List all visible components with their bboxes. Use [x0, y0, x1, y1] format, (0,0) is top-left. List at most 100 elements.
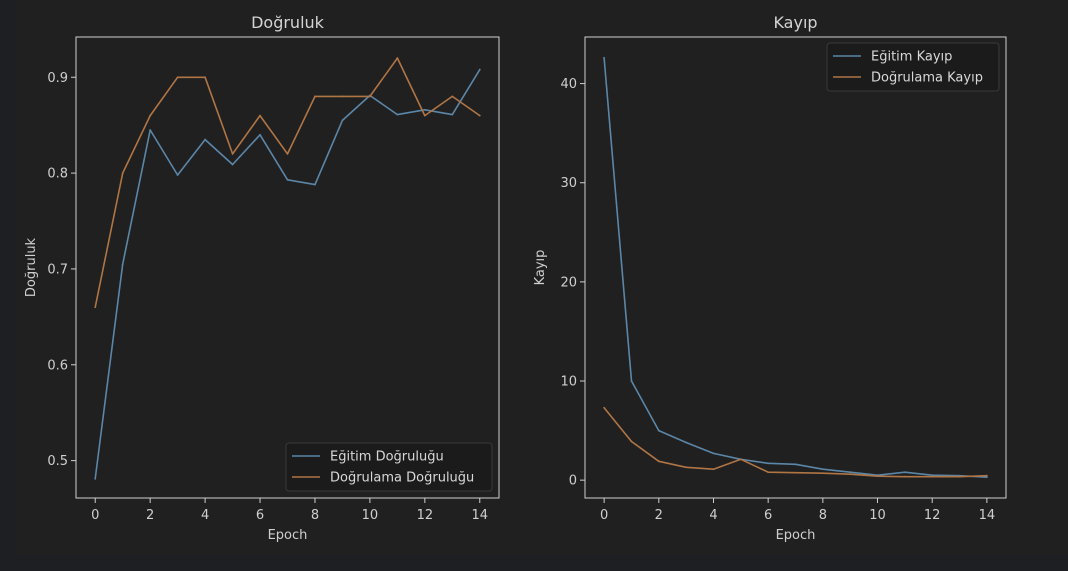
val-data-point	[903, 475, 906, 478]
loss-chart: Kayıp 0 2 4 6 8 10 12 14 0 10 20 30 40 Epoch Kayıp Eğiti…	[533, 13, 1007, 543]
y-tick-label: 0.5	[47, 454, 68, 469]
train-data-point	[712, 452, 715, 455]
val-data-point	[985, 474, 988, 477]
train-data-point	[821, 468, 824, 471]
val-data-point	[876, 475, 879, 478]
val-data-point	[423, 114, 426, 117]
legend-label: Doğrulama Kayıp	[871, 71, 983, 86]
train-data-point	[149, 129, 152, 131]
val-data-point	[314, 95, 316, 98]
val-data-point	[204, 76, 206, 79]
val-data-point	[451, 95, 454, 98]
val-data-point	[603, 406, 606, 409]
x-tick-label: 8	[311, 508, 319, 523]
val-data-point	[739, 458, 742, 461]
val-data-point	[286, 153, 289, 155]
val-data-point	[958, 475, 961, 478]
val-data-point	[259, 114, 261, 117]
y-axis-label: Kayıp	[533, 250, 548, 286]
plot-area	[584, 36, 1007, 499]
x-tick-label: 10	[362, 508, 379, 523]
train-data-point	[685, 441, 688, 444]
train-data-point	[204, 138, 206, 141]
train-data-point	[630, 380, 633, 382]
x-tick-label: 4	[709, 508, 717, 523]
val-data-point	[712, 468, 715, 471]
y-tick-label: 0.9	[47, 71, 68, 86]
x-tick-label: 2	[655, 508, 663, 523]
y-tick-label: 30	[560, 176, 577, 191]
train-data-point	[849, 471, 852, 474]
val-data-point	[767, 471, 770, 474]
val-data-point	[176, 76, 179, 79]
val-data-point	[821, 472, 824, 475]
legend: Eğitim Doğruluğu Doğrulama Doğruluğu	[285, 442, 493, 492]
train-data-point	[903, 471, 906, 474]
y-axis-label: Doğruluk	[24, 237, 39, 297]
val-data-point	[849, 473, 852, 476]
y-tick-label: 0.6	[47, 358, 68, 373]
val-data-point	[369, 95, 371, 98]
val-data-point	[121, 172, 124, 174]
x-axis-label: Epoch	[268, 528, 308, 543]
y-tick-label: 0.8	[47, 167, 68, 182]
train-data-point	[603, 56, 606, 59]
train-data-point	[794, 463, 797, 466]
x-tick-label: 6	[764, 508, 772, 523]
train-data-point	[985, 476, 988, 479]
chart-title: Kayıp	[773, 13, 817, 32]
val-data-point	[231, 153, 234, 155]
legend-label: Eğitim Doğruluğu	[330, 450, 444, 465]
y-tick-label: 20	[560, 275, 577, 290]
val-data-point	[396, 57, 399, 59]
accuracy-chart: Doğruluk 0 2 4 6 8 10 12 14 0.5 0.6 0.7 0.8 0.9 Epoch D…	[24, 13, 500, 543]
x-tick-label: 12	[924, 508, 941, 523]
plot-area	[75, 36, 500, 499]
x-tick-label: 0	[91, 508, 99, 523]
val-data-point	[630, 440, 633, 443]
x-tick-label: 4	[201, 508, 209, 523]
val-data-point	[94, 306, 97, 309]
x-tick-label: 14	[471, 508, 488, 523]
train-data-point	[231, 163, 234, 166]
y-tick-label: 0.7	[47, 262, 68, 277]
legend-label: Eğitim Kayıp	[871, 50, 952, 65]
x-tick-label: 10	[869, 508, 886, 523]
val-data-point	[931, 475, 934, 478]
val-data-point	[478, 114, 481, 117]
train-data-point	[121, 263, 124, 266]
train-data-point	[451, 113, 454, 116]
train-data-point	[396, 113, 399, 116]
train-data-point	[94, 477, 97, 480]
y-tick-label: 40	[560, 77, 577, 92]
train-data-point	[341, 119, 344, 122]
y-tick-label: 10	[560, 375, 577, 390]
train-data-point	[176, 174, 179, 176]
train-data-point	[423, 108, 426, 111]
x-tick-label: 8	[819, 508, 827, 523]
train-data-point	[478, 68, 481, 71]
legend-box	[285, 442, 493, 492]
train-data-point	[767, 462, 770, 465]
train-data-point	[314, 183, 316, 186]
val-data-point	[794, 471, 797, 474]
train-data-point	[931, 474, 934, 477]
train-data-point	[286, 178, 289, 181]
x-tick-label: 14	[979, 508, 996, 523]
train-data-point	[657, 429, 660, 432]
x-tick-label: 6	[256, 508, 264, 523]
x-tick-label: 0	[600, 508, 608, 523]
legend-box	[826, 42, 1000, 92]
val-data-point	[149, 114, 152, 117]
train-data-point	[259, 133, 261, 136]
chart-title: Doğruluk	[251, 13, 325, 32]
legend-label: Doğrulama Doğruluğu	[330, 471, 474, 486]
x-axis-label: Epoch	[776, 528, 816, 543]
x-tick-label: 12	[417, 508, 434, 523]
y-tick-label: 0	[569, 474, 577, 489]
x-tick-label: 2	[146, 508, 154, 523]
val-data-point	[341, 95, 344, 98]
val-data-point	[685, 466, 688, 469]
